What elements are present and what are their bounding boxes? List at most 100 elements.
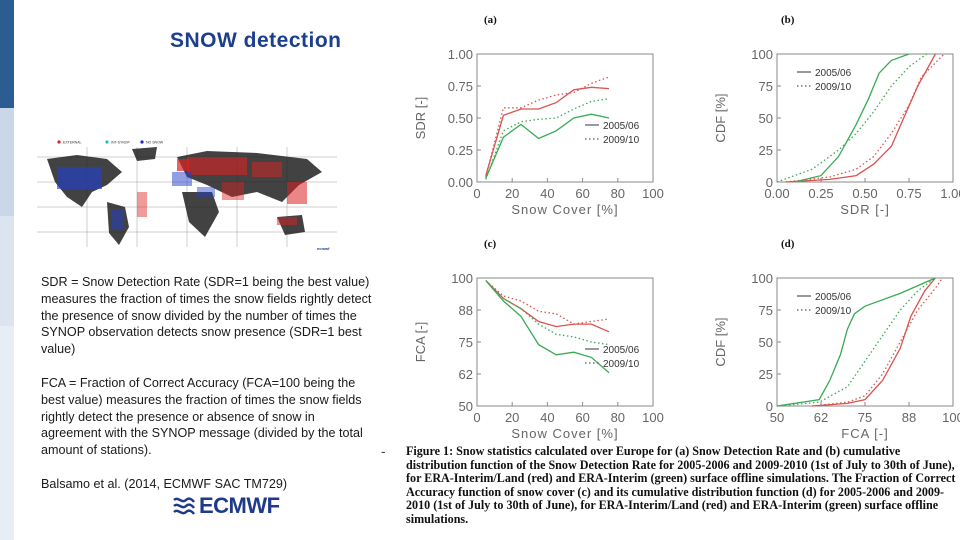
chart-2-xtick-label: 100 bbox=[642, 410, 664, 425]
chart-1-frame bbox=[776, 53, 954, 183]
chart-3-ytick-label: 25 bbox=[759, 367, 773, 382]
chart-1-ytick-label: 0 bbox=[766, 175, 773, 190]
chart-3-ytick-label: 0 bbox=[766, 399, 773, 414]
chart-0-ytick-label: 0.75 bbox=[448, 79, 473, 94]
chart-1-ytick-label: 25 bbox=[759, 143, 773, 158]
chart-2-frame bbox=[476, 277, 654, 407]
map-legend: EXTERNAL INT-SYNOP NO SNOW bbox=[57, 140, 164, 144]
fca-description: FCA = Fraction of Correct Accuracy (FCA=… bbox=[41, 376, 363, 458]
chart-1-legend-label-0: 2005/06 bbox=[815, 68, 852, 79]
chart-3-xtick-label: 100 bbox=[942, 410, 960, 425]
chart-2-xlabel: Snow Cover [%] bbox=[511, 426, 618, 441]
chart-3-ytick-label: 75 bbox=[759, 303, 773, 318]
chart-2-legend-label-0: 2005/06 bbox=[603, 345, 640, 356]
chart-2-panel-label: (c) bbox=[484, 238, 497, 250]
chart-3-xtick-label: 75 bbox=[858, 410, 872, 425]
chart-1-series-2-line bbox=[794, 53, 910, 183]
chart-0-ytick-label: 0.00 bbox=[448, 175, 473, 190]
map-logo: ecmwf bbox=[317, 246, 330, 251]
chart-1-series-1-line bbox=[785, 53, 945, 183]
chart-3-series-2-line bbox=[776, 277, 936, 407]
chart-3-xtick-label: 88 bbox=[902, 410, 916, 425]
side-accent-bar bbox=[0, 0, 14, 540]
chart-3-legend-label-1: 2009/10 bbox=[815, 306, 852, 317]
chart-0-series-0-line bbox=[485, 86, 610, 176]
chart-2-xtick-label: 80 bbox=[611, 410, 625, 425]
chart-1-series-3-line bbox=[776, 53, 927, 183]
map-legend-label-1: INT-SYNOP bbox=[111, 140, 131, 144]
chart-2-ylabel: FCA [-] bbox=[413, 322, 428, 362]
chart-3-frame bbox=[776, 277, 954, 407]
chart-1-xtick-label: 0.25 bbox=[808, 186, 833, 201]
chart-3-ytick-label: 50 bbox=[759, 335, 773, 350]
chart-2-xtick-label: 60 bbox=[575, 410, 589, 425]
map-legend-label-0: EXTERNAL bbox=[63, 140, 82, 144]
figure-caption: Figure 1: Snow statistics calculated ove… bbox=[406, 444, 956, 526]
chart-0-xtick-label: 60 bbox=[575, 186, 589, 201]
figure-panels: (a) 0 20 40 60 80 100 0.00 0.25 0.50 0.75 1.00 Snow … bbox=[413, 14, 960, 441]
ecmwf-logo-icon bbox=[173, 497, 195, 515]
snow-dots-blue bbox=[57, 167, 215, 229]
chart-1-xtick-label: 0.75 bbox=[896, 186, 921, 201]
chart-1-xlabel: SDR [-] bbox=[840, 202, 890, 217]
chart-2-ytick-label: 100 bbox=[451, 271, 473, 286]
chart-3-series-0-line bbox=[812, 277, 936, 407]
chart-3-ylabel: CDF [%] bbox=[713, 317, 728, 366]
chart-0-ytick-label: 0.50 bbox=[448, 111, 473, 126]
chart-2-ytick-label: 75 bbox=[459, 335, 473, 350]
ecmwf-logo-text: ECMWF bbox=[199, 493, 280, 518]
chart-0-panel-label: (a) bbox=[484, 14, 497, 26]
chart-2-series-0-line bbox=[485, 280, 610, 333]
chart-1-series-0-line bbox=[785, 53, 936, 183]
chart-0-xtick-label: 40 bbox=[540, 186, 554, 201]
slide-title: SNOW detection bbox=[170, 29, 342, 52]
chart-2-series-2-line bbox=[485, 280, 610, 374]
chart-0-xlabel: Snow Cover [%] bbox=[511, 202, 618, 217]
chart-1-legend-label-1: 2009/10 bbox=[815, 82, 852, 93]
chart-3-xlabel: FCA [-] bbox=[841, 426, 888, 441]
chart-2-legend-label-1: 2009/10 bbox=[603, 359, 640, 370]
chart-2-series-3-line bbox=[485, 280, 610, 346]
chart-3-legend-label-0: 2005/06 bbox=[815, 292, 852, 303]
chart-2-xtick-label: 0 bbox=[473, 410, 480, 425]
chart-0-ytick-label: 0.25 bbox=[448, 143, 473, 158]
chart-1-ytick-label: 50 bbox=[759, 111, 773, 126]
chart-1-ylabel: CDF [%] bbox=[713, 93, 728, 142]
chart-2-ytick-label: 62 bbox=[459, 367, 473, 382]
sdr-description: SDR = Snow Detection Rate (SDR=1 being t… bbox=[41, 275, 372, 357]
chart-0-xtick-label: 80 bbox=[611, 186, 625, 201]
chart-1-xtick-label: 0.00 bbox=[764, 186, 789, 201]
map-legend-label-2: NO SNOW bbox=[146, 140, 164, 144]
chart-0-frame bbox=[476, 53, 654, 183]
chart-2-ytick-label: 50 bbox=[459, 399, 473, 414]
chart-1-ytick-label: 100 bbox=[751, 47, 773, 62]
chart-2-xtick-label: 20 bbox=[505, 410, 519, 425]
chart-1-ytick-label: 75 bbox=[759, 79, 773, 94]
chart-0-legend-label-1: 2009/10 bbox=[603, 135, 640, 146]
snow-dots-red bbox=[137, 157, 307, 225]
snow-detection-world-map: EXTERNAL INT-SYNOP NO SNOW ecmwf bbox=[37, 137, 337, 252]
chart-2-xtick-label: 40 bbox=[540, 410, 554, 425]
chart-0-series-3-line bbox=[485, 98, 610, 180]
chart-3-xtick-label: 62 bbox=[814, 410, 828, 425]
chart-0-xtick-label: 0 bbox=[473, 186, 480, 201]
chart-3-ytick-label: 100 bbox=[751, 271, 773, 286]
chart-1-xtick-label: 0.50 bbox=[852, 186, 877, 201]
chart-0-series-2-line bbox=[485, 113, 610, 179]
chart-3-series-3-line bbox=[776, 277, 936, 407]
chart-3-panel-label: (d) bbox=[781, 238, 795, 250]
chart-0-ytick-label: 1.00 bbox=[448, 47, 473, 62]
chart-3-xtick-label: 50 bbox=[770, 410, 784, 425]
separator-dash: - bbox=[381, 443, 386, 459]
chart-2-ytick-label: 88 bbox=[459, 303, 473, 318]
chart-0-legend-label-0: 2005/06 bbox=[603, 121, 640, 132]
chart-1-xtick-label: 1.00 bbox=[940, 186, 960, 201]
citation: Balsamo et al. (2014, ECMWF SAC TM729) bbox=[41, 477, 288, 491]
chart-0-xtick-label: 20 bbox=[505, 186, 519, 201]
ecmwf-logo: ECMWF bbox=[172, 493, 280, 519]
chart-0-xtick-label: 100 bbox=[642, 186, 664, 201]
chart-1-panel-label: (b) bbox=[781, 14, 795, 26]
chart-0-ylabel: SDR [-] bbox=[413, 97, 428, 140]
chart-3-series-1-line bbox=[812, 277, 943, 407]
chart-0-series-1-line bbox=[485, 76, 610, 178]
